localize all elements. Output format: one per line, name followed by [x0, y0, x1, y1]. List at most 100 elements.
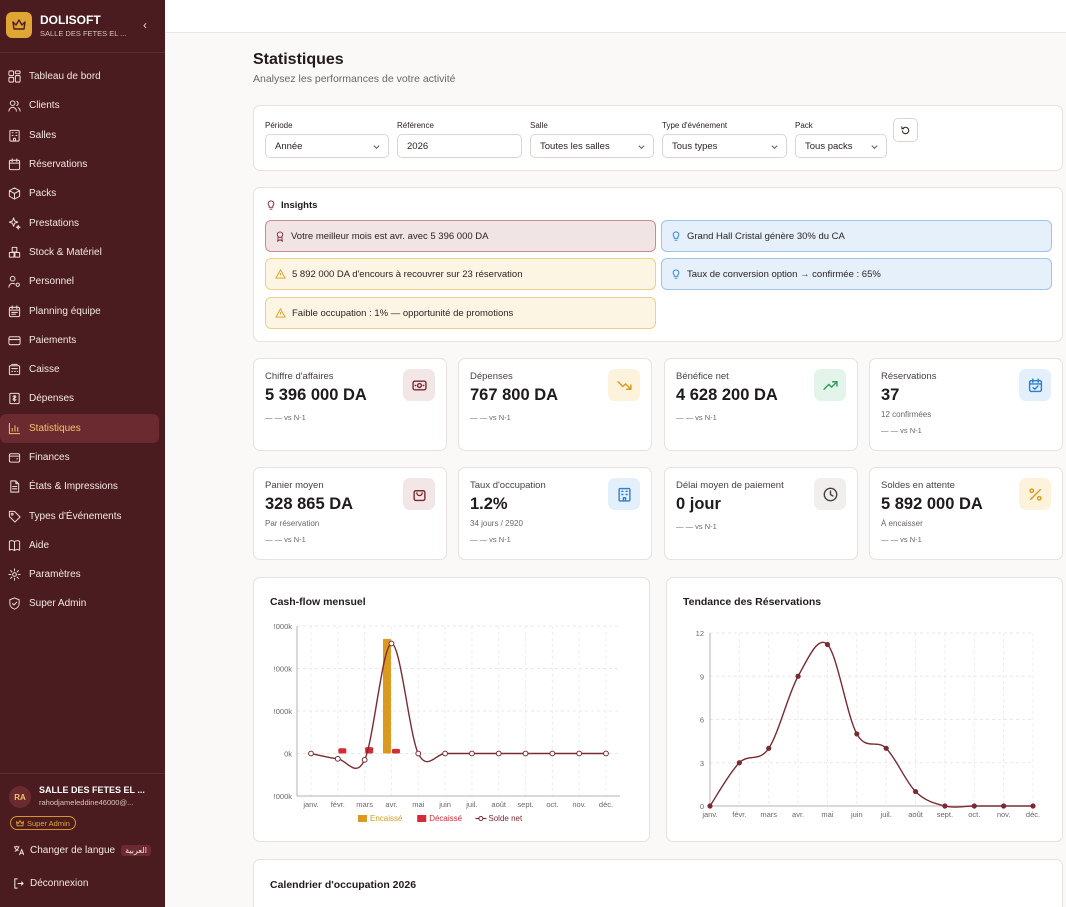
sidebar-item-etats-impressions[interactable]: États & Impressions: [0, 472, 159, 501]
reservations-trend-card: Tendance des Réservations 0 3 6 9 12 janv. fév…: [666, 577, 1063, 842]
sidebar-item-salles[interactable]: Salles: [0, 121, 159, 150]
room-select[interactable]: Toutes les salles: [530, 134, 654, 158]
percent-icon: [1028, 487, 1042, 501]
kpi-card: Panier moyen 328 865 DA Par réservation — —…: [253, 467, 447, 560]
x-tick-label: déc.: [1026, 810, 1040, 819]
solde-net-point: [603, 750, 609, 757]
sidebar-item-super-admin[interactable]: Super Admin: [0, 589, 159, 618]
avatar: RA: [9, 786, 31, 808]
sidebar-item-label: Clients: [29, 100, 60, 112]
users-icon-wrap: [8, 99, 21, 113]
event-type-value: Tous types: [672, 140, 718, 152]
change-language-button[interactable]: Changer de langue العربية: [13, 845, 151, 856]
shopping-bag-icon: [412, 489, 426, 501]
sidebar-item-caisse[interactable]: Caisse: [0, 355, 159, 384]
reservations-point: [854, 731, 860, 737]
legend-label: Encaissé: [370, 814, 403, 823]
sidebar-item-label: Packs: [29, 188, 57, 200]
role-label: Super Admin: [27, 818, 70, 828]
kpi-value: 767 800 DA: [470, 386, 559, 404]
solde-net-point: [522, 750, 529, 757]
reset-filters-button[interactable]: [893, 118, 918, 142]
sidebar-item-parametres[interactable]: Paramètres: [0, 560, 159, 589]
kpi-comparison: — — vs N-1: [881, 535, 922, 544]
kpi-value: 5 892 000 DA: [881, 495, 983, 513]
pack-select[interactable]: Tous packs: [795, 134, 887, 158]
calendar-team-icon-wrap: [8, 304, 21, 318]
sidebar-item-depenses[interactable]: Dépenses: [0, 384, 159, 413]
kpi-card: Délai moyen de paiement 0 jour — — vs N-1: [664, 467, 858, 560]
kpi-value: 5 396 000 DA: [265, 386, 367, 404]
sidebar-item-stock-materiel[interactable]: Stock & Matériel: [0, 238, 159, 267]
sidebar-item-label: Stock & Matériel: [29, 246, 102, 258]
sidebar-item-statistiques[interactable]: Statistiques: [0, 413, 159, 443]
x-tick-label: août: [908, 810, 924, 819]
period-select[interactable]: Année: [265, 134, 389, 158]
kpi-card: Réservations 37 12 confirmées — — vs N-1: [869, 358, 1063, 451]
sidebar: DOLISOFT SALLE DES FETES EL ... ‹ Tablea…: [0, 0, 165, 907]
settings-icon-wrap: [8, 568, 21, 581]
trending-down-icon: [616, 380, 632, 390]
user-name: SALLE DES FETES EL ...: [39, 785, 145, 795]
chevron-down-icon: [638, 145, 645, 150]
award-icon: [276, 230, 284, 242]
sidebar-nav: Tableau de bord Clients Salles Réservations…: [0, 62, 165, 619]
kpi-icon-badge: [814, 369, 846, 401]
shield-icon-wrap: [8, 597, 21, 611]
event-type-select[interactable]: Tous types: [662, 134, 787, 158]
legend-swatch: [417, 815, 427, 822]
sidebar-item-packs[interactable]: Packs: [0, 179, 159, 208]
x-tick-label: nov.: [997, 810, 1011, 819]
sidebar-item-paiements[interactable]: Paiements: [0, 326, 159, 355]
reference-input[interactable]: 2026: [397, 134, 522, 158]
sidebar-item-label: Prestations: [29, 217, 80, 229]
encaisse-bar: [382, 638, 391, 754]
insight-text: Votre meilleur mois est avr. avec 5 396 …: [291, 230, 489, 242]
sidebar-item-tableau-de-bord[interactable]: Tableau de bord: [0, 62, 159, 91]
lightbulb-icon: [672, 230, 680, 241]
solde-net-point: [388, 640, 395, 647]
kpi-comparison: — — vs N-1: [676, 413, 717, 422]
reservations-point: [736, 760, 742, 766]
x-tick-label: janv.: [701, 810, 717, 819]
sidebar-item-finances[interactable]: Finances: [0, 443, 159, 472]
sidebar-item-personnel[interactable]: Personnel: [0, 267, 159, 296]
reference-value: 2026: [407, 140, 429, 152]
solde-net-point: [549, 750, 556, 757]
x-tick-label: avr.: [385, 800, 397, 809]
insight-item: Taux de conversion option → confirmée : …: [661, 258, 1052, 290]
sidebar-item-label: Tableau de bord: [29, 71, 101, 83]
kpi-card: Soldes en attente 5 892 000 DA À encaisser…: [869, 467, 1063, 560]
sidebar-item-aide[interactable]: Aide: [0, 531, 159, 560]
collapse-sidebar-icon[interactable]: ‹: [143, 18, 147, 32]
sidebar-item-clients[interactable]: Clients: [0, 91, 159, 120]
insights-title: Insights: [266, 200, 317, 211]
dashboard-icon-wrap: [8, 70, 21, 83]
logout-button[interactable]: Déconnexion: [13, 878, 88, 889]
logout-icon: [14, 878, 24, 889]
chevron-down-icon: [771, 145, 778, 150]
occupancy-calendar-card: Calendrier d'occupation 2026: [253, 859, 1063, 907]
sidebar-item-planning-equipe[interactable]: Planning équipe: [0, 296, 159, 325]
credit-card-icon: [8, 336, 21, 346]
y-tick-label: !000k: [274, 707, 293, 716]
sidebar-item-label: Dépenses: [29, 393, 75, 405]
calendar-check-icon: [1028, 377, 1042, 392]
kpi-icon-badge: [403, 369, 435, 401]
chevron-down-icon: [871, 145, 878, 150]
legend-swatch: [358, 815, 367, 822]
kpi-card: Chiffre d'affaires 5 396 000 DA — — vs N-1: [253, 358, 447, 451]
filter-label-pack: Pack: [795, 121, 813, 130]
sidebar-item-label: Personnel: [29, 276, 75, 288]
kpi-value: 1.2%: [470, 495, 508, 513]
sidebar-item-types-d-evenements[interactable]: Types d'Événements: [0, 501, 159, 530]
sidebar-item-reservations[interactable]: Réservations: [0, 150, 159, 179]
logout-label: Déconnexion: [30, 878, 89, 889]
kpi-label: Délai moyen de paiement: [676, 480, 784, 491]
reservations-point: [707, 803, 713, 809]
reservations-point: [1030, 803, 1036, 809]
x-tick-label: oct.: [968, 810, 980, 819]
user-email: rahodjameleddine46000@...: [39, 798, 134, 807]
sidebar-item-prestations[interactable]: Prestations: [0, 208, 159, 237]
kpi-card: Dépenses 767 800 DA — — vs N-1: [458, 358, 652, 451]
